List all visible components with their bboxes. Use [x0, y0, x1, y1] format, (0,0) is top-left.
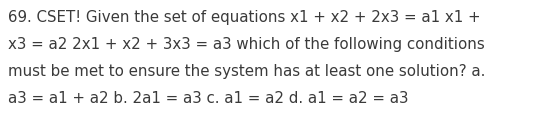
- Text: 69. CSET! Given the set of equations x1 + x2 + 2x3 = a1 x1 +: 69. CSET! Given the set of equations x1 …: [8, 10, 480, 25]
- Text: a3 = a1 + a2 b. 2a1 = a3 c. a1 = a2 d. a1 = a2 = a3: a3 = a1 + a2 b. 2a1 = a3 c. a1 = a2 d. a…: [8, 91, 408, 106]
- Text: must be met to ensure the system has at least one solution? a.: must be met to ensure the system has at …: [8, 64, 485, 79]
- Text: x3 = a2 2x1 + x2 + 3x3 = a3 which of the following conditions: x3 = a2 2x1 + x2 + 3x3 = a3 which of the…: [8, 37, 485, 52]
